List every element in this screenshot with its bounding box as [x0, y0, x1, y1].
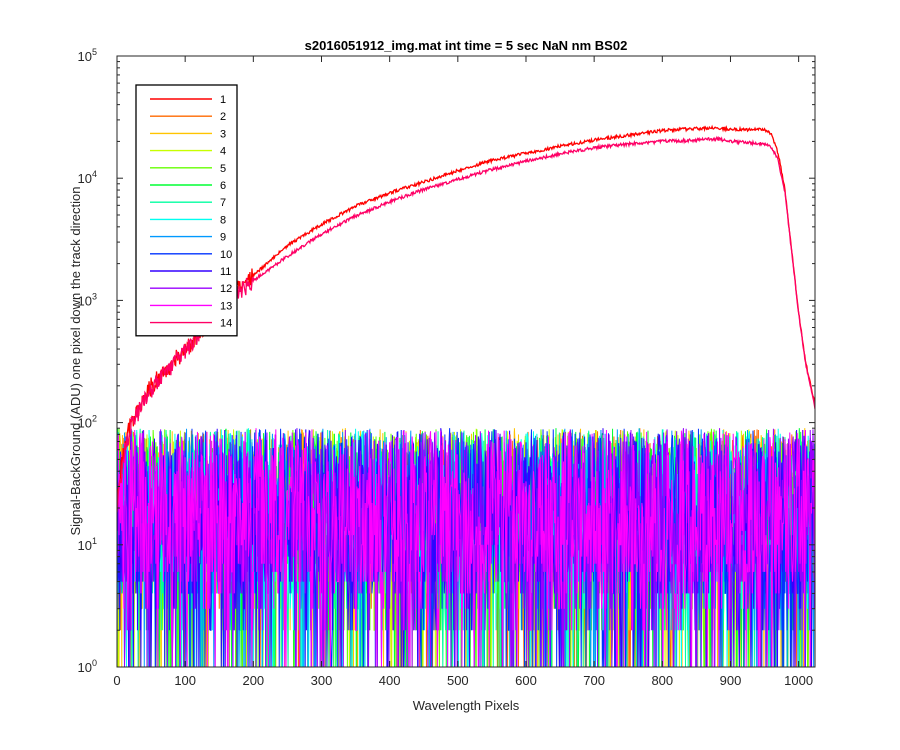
legend-label-8: 8 — [220, 214, 226, 226]
legend-label-10: 10 — [220, 249, 232, 261]
chart-title: s2016051912_img.mat int time = 5 sec NaN… — [305, 38, 628, 53]
legend-label-3: 3 — [220, 128, 226, 140]
x-axis-title: Wavelength Pixels — [413, 698, 520, 713]
legend-label-4: 4 — [220, 146, 226, 158]
y-tick-label: 102 — [78, 414, 97, 431]
x-tick-label: 100 — [174, 673, 196, 688]
y-axis-title: Signal-BackGround (ADU) one pixel down t… — [68, 186, 83, 535]
legend-label-14: 14 — [220, 318, 232, 330]
legend-label-5: 5 — [220, 163, 226, 175]
x-tick-label: 200 — [242, 673, 264, 688]
x-tick-label: 700 — [583, 673, 605, 688]
legend-label-12: 12 — [220, 283, 232, 295]
legend-label-11: 11 — [220, 266, 231, 278]
legend-label-7: 7 — [220, 197, 226, 209]
x-tick-label: 600 — [515, 673, 537, 688]
plot-area-frame — [116, 55, 816, 668]
y-tick-label: 103 — [78, 291, 97, 308]
x-tick-label: 500 — [447, 673, 469, 688]
x-tick-label: 1000 — [784, 673, 813, 688]
x-tick-label: 900 — [720, 673, 742, 688]
x-tick-label: 400 — [379, 673, 401, 688]
y-tick-label: 105 — [78, 47, 97, 64]
y-tick-label: 101 — [78, 536, 97, 553]
legend-label-9: 9 — [220, 232, 226, 244]
x-tick-label: 800 — [651, 673, 673, 688]
x-tick-label: 0 — [113, 673, 120, 688]
legend-label-13: 13 — [220, 300, 232, 312]
legend-label-1: 1 — [220, 94, 226, 106]
y-tick-label: 104 — [78, 169, 97, 186]
x-tick-label: 300 — [311, 673, 333, 688]
legend-label-6: 6 — [220, 180, 226, 192]
legend-box — [135, 84, 238, 337]
legend-label-2: 2 — [220, 111, 226, 123]
y-tick-label: 100 — [78, 658, 97, 675]
series-line-13 — [117, 428, 815, 667]
